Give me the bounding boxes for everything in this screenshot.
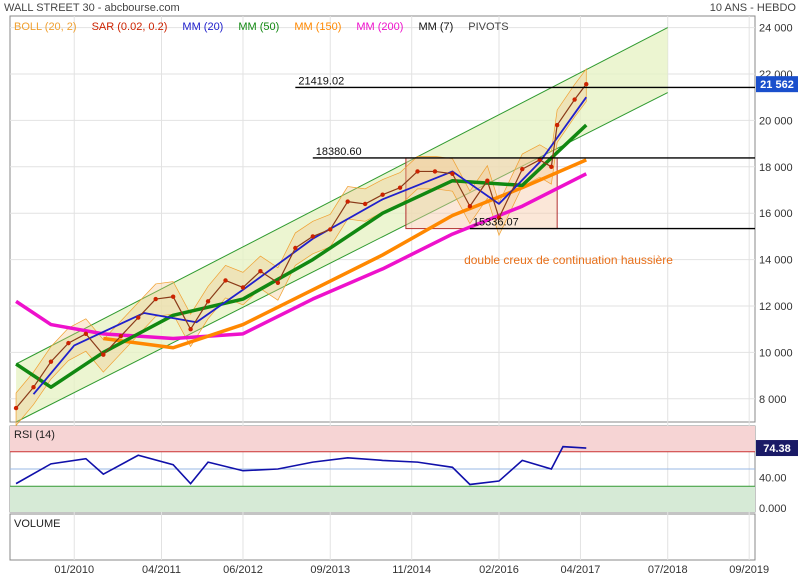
y-tick-label: 24 000 (759, 23, 793, 35)
volume-panel (9, 513, 756, 561)
price-point (467, 204, 473, 209)
price-point (584, 81, 589, 87)
chart-title: WALL STREET 30 - abcbourse.com (4, 2, 180, 14)
price-point (485, 178, 490, 183)
price-point (136, 315, 141, 320)
rsi-badge-text: 74.38 (763, 443, 791, 455)
level-label: 21419.02 (298, 75, 344, 87)
price-point (496, 215, 502, 221)
price-point (258, 269, 263, 274)
mm50-line (15, 123, 588, 389)
rsi-overbought-zone (10, 426, 755, 452)
price-point (397, 185, 403, 190)
price-point (240, 285, 246, 290)
price-point (188, 327, 193, 332)
price-point (537, 157, 542, 163)
price-point (118, 333, 123, 339)
price-point (101, 352, 106, 357)
price-point (31, 385, 36, 390)
x-tick-label: 04/2017 (561, 564, 601, 576)
legend-item[interactable]: MM (150) (294, 21, 341, 33)
channel-lower-line (15, 92, 668, 423)
x-tick-label: 07/2018 (648, 564, 688, 576)
x-tick-label: 11/2014 (392, 564, 431, 576)
price-point (293, 245, 298, 251)
legend-item[interactable]: SAR (0.02, 0.2) (92, 21, 168, 33)
price-badge-text: 21 562 (760, 79, 794, 91)
y-tick-label: 10 000 (759, 347, 793, 359)
rsi-badge (756, 440, 798, 457)
rsi-oversold-zone (10, 486, 755, 512)
price-point (345, 199, 350, 204)
price-point (170, 294, 176, 299)
price-point (328, 227, 333, 232)
legend-item[interactable]: MM (7) (418, 21, 453, 33)
trend-channel-fill (16, 27, 668, 422)
price-point (310, 234, 315, 239)
level-label: 15336.07 (473, 217, 519, 229)
x-tick-label: 06/2012 (223, 564, 263, 576)
y-tick-label: 12 000 (759, 301, 793, 313)
price-point (415, 169, 420, 174)
y-tick-label: 8 000 (759, 394, 787, 406)
x-tick-label: 02/2016 (479, 564, 519, 576)
price-point (549, 164, 554, 169)
period-label: 10 ANS - HEBDO (709, 2, 796, 14)
price-point (450, 171, 455, 176)
price-badge (756, 76, 798, 93)
legend-item[interactable]: PIVOTS (468, 21, 508, 33)
y-tick-label: 14 000 (759, 255, 793, 267)
price-point (432, 169, 438, 174)
x-tick-label: 04/2011 (142, 564, 181, 576)
y-tick-label: 18 000 (759, 162, 793, 174)
price-point (554, 122, 560, 128)
price-point (13, 405, 19, 411)
price-point (520, 166, 525, 172)
rsi-tick-label: 40.00 (759, 473, 787, 485)
y-tick-label: 20 000 (759, 115, 793, 127)
mm200-line (15, 172, 588, 341)
pattern-annotation: double creux de continuation haussière (464, 253, 673, 267)
price-point (572, 97, 577, 102)
price-point (66, 340, 71, 346)
price-point (153, 296, 158, 302)
price-point (223, 278, 228, 283)
price-point (275, 280, 281, 285)
legend-item[interactable]: MM (20) (182, 21, 223, 33)
rsi-line (15, 445, 587, 486)
x-tick-label: 09/2019 (729, 564, 769, 576)
level-label: 18380.60 (316, 146, 362, 158)
volume-label: VOLUME (14, 518, 60, 530)
x-tick-label: 01/2010 (54, 564, 94, 576)
legend-item[interactable]: MM (50) (238, 21, 279, 33)
y-tick-label: 16 000 (759, 208, 793, 220)
price-point (362, 201, 368, 207)
rsi-label: RSI (14) (14, 429, 55, 441)
price-point (380, 192, 385, 197)
price-point (205, 299, 211, 304)
rsi-tick-label: 0.000 (759, 503, 787, 515)
legend-item[interactable]: MM (200) (356, 21, 403, 33)
price-point (83, 331, 89, 337)
legend-item[interactable]: BOLL (20, 2) (14, 21, 77, 33)
price-point (48, 359, 54, 364)
x-tick-label: 09/2013 (310, 564, 350, 576)
